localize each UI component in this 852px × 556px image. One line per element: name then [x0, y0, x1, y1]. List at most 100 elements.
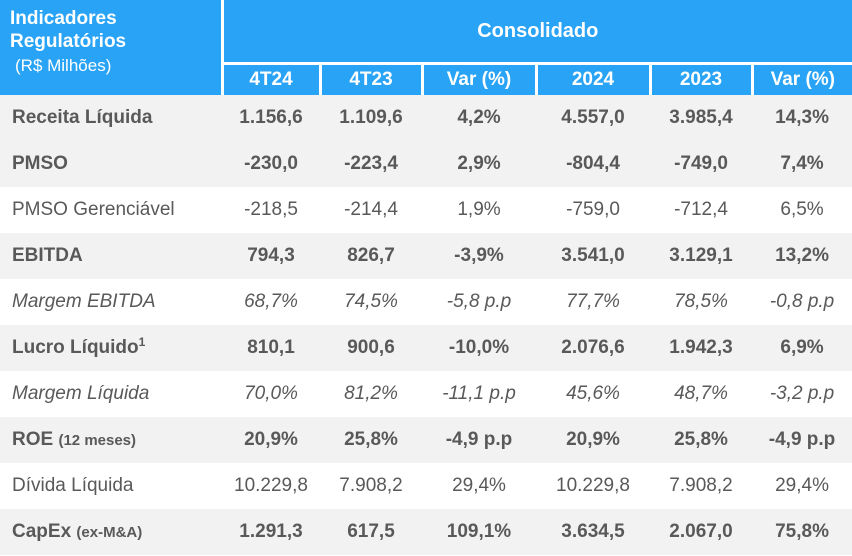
cell-2024: 2.076,6	[536, 325, 650, 371]
cell-var-quarter: 4,2%	[422, 95, 536, 141]
cell-var-year: 75,8%	[752, 509, 852, 555]
cell-var-quarter: -3,9%	[422, 233, 536, 279]
cell-4t24: 1.291,3	[222, 509, 320, 555]
footnote-marker: 1	[138, 335, 146, 349]
cell-4t23: 900,6	[320, 325, 422, 371]
row-divida-liquida: Dívida Líquida 10.229,8 7.908,2 29,4% 10…	[0, 463, 852, 509]
row-label-text: EBITDA	[12, 245, 83, 266]
column-header-var-quarter: Var (%)	[420, 63, 536, 95]
row-label-text: Lucro Líquido	[12, 337, 139, 358]
cell-var-quarter: -10,0%	[422, 325, 536, 371]
cell-var-quarter: 109,1%	[422, 509, 536, 555]
row-receita-liquida: Receita Líquida 1.156,6 1.109,6 4,2% 4.5…	[0, 95, 852, 141]
cell-4t23: 25,8%	[320, 417, 422, 463]
cell-2024: 10.229,8	[556, 475, 630, 496]
cell-var-year: 13,2%	[752, 233, 852, 279]
cell-var-year: 6,5%	[780, 199, 824, 220]
row-lucro-liquido: Lucro Líquido1 810,1 900,6 -10,0% 2.076,…	[0, 325, 852, 371]
cell-2023: 3.129,1	[650, 233, 752, 279]
cell-4t24: -218,5	[244, 199, 298, 220]
row-margem-ebitda: Margem EBITDA 68,7% 74,5% -5,8 p.p 77,7%…	[0, 279, 852, 325]
cell-2023: 3.985,4	[650, 95, 752, 141]
row-label: PMSO	[0, 141, 222, 187]
cell-var-year: 7,4%	[752, 141, 852, 187]
row-label-suffix: (12 meses)	[58, 432, 137, 449]
row-pmso-gerenciavel: PMSO Gerenciável -218,5 -214,4 1,9% -759…	[0, 187, 852, 233]
cell-4t24: 1.156,6	[222, 95, 320, 141]
cell-2024: -804,4	[536, 141, 650, 187]
cell-2023: 1.942,3	[650, 325, 752, 371]
cell-4t23: -214,4	[344, 199, 398, 220]
row-label: Dívida Líquida	[0, 463, 222, 509]
cell-4t24: -230,0	[222, 141, 320, 187]
table-title-line-1: Indicadores	[10, 8, 117, 29]
column-header-4t24: 4T24	[222, 63, 320, 95]
row-label: Lucro Líquido1	[0, 325, 222, 371]
cell-2024: 77,7%	[566, 291, 620, 312]
row-label: PMSO Gerenciável	[0, 187, 222, 233]
cell-2023: 25,8%	[650, 417, 752, 463]
cell-4t23: -223,4	[320, 141, 422, 187]
row-label: ROE (12 meses)	[0, 417, 222, 463]
row-label-text: PMSO Gerenciável	[12, 199, 175, 220]
cell-4t24: 20,9%	[222, 417, 320, 463]
cell-4t23: 826,7	[320, 233, 422, 279]
row-label: CapEx (ex-M&A)	[0, 509, 222, 555]
group-header-consolidado: Consolidado	[222, 0, 852, 65]
column-header-2024: 2024	[534, 63, 650, 95]
table-unit-label: (R$ Milhões)	[15, 56, 112, 75]
cell-4t23: 74,5%	[344, 291, 398, 312]
cell-4t24: 68,7%	[244, 291, 298, 312]
cell-var-year: -0,8 p.p	[769, 291, 835, 312]
row-label: Margem Líquida	[0, 371, 222, 417]
table-title-line-2: Regulatórios	[10, 31, 127, 52]
row-label: Receita Líquida	[0, 95, 222, 141]
cell-4t23: 81,2%	[344, 383, 398, 404]
cell-2024: 45,6%	[566, 383, 620, 404]
row-label: EBITDA	[0, 233, 222, 279]
column-header-2023: 2023	[648, 63, 752, 95]
row-label-text: PMSO	[12, 153, 68, 174]
cell-2024: 3.541,0	[536, 233, 650, 279]
row-label: Margem EBITDA	[0, 279, 222, 325]
cell-4t24: 794,3	[222, 233, 320, 279]
cell-2024: 3.634,5	[536, 509, 650, 555]
cell-var-quarter: -5,8 p.p	[446, 291, 512, 312]
cell-var-year: -4,9 p.p	[752, 417, 852, 463]
row-label-suffix: (ex-M&A)	[76, 524, 143, 541]
cell-4t23: 617,5	[320, 509, 422, 555]
cell-var-year: 6,9%	[752, 325, 852, 371]
row-label-text: Dívida Líquida	[12, 475, 134, 496]
row-label-text: CapEx	[12, 521, 72, 542]
column-header-4t23: 4T23	[318, 63, 422, 95]
cell-2023: 7.908,2	[669, 475, 733, 496]
cell-var-quarter: 1,9%	[457, 199, 501, 220]
cell-var-quarter: 29,4%	[452, 475, 506, 496]
cell-4t24: 810,1	[222, 325, 320, 371]
cell-4t24: 10.229,8	[234, 475, 308, 496]
row-label-text: Receita Líquida	[12, 107, 153, 128]
table-title-cell: Indicadores Regulatórios (R$ Milhões)	[0, 0, 224, 95]
row-label-text: Margem Líquida	[12, 383, 150, 404]
cell-var-year: -3,2 p.p	[769, 383, 835, 404]
row-label-text: ROE	[12, 429, 54, 450]
cell-2024: 4.557,0	[536, 95, 650, 141]
cell-2023: 78,5%	[674, 291, 728, 312]
cell-2023: -712,4	[674, 199, 728, 220]
cell-2023: 48,7%	[674, 383, 728, 404]
column-header-var-year: Var (%)	[750, 63, 852, 95]
row-roe: ROE (12 meses) 20,9% 25,8% -4,9 p.p 20,9…	[0, 417, 852, 463]
cell-var-year: 14,3%	[752, 95, 852, 141]
cell-4t23: 7.908,2	[339, 475, 403, 496]
row-ebitda: EBITDA 794,3 826,7 -3,9% 3.541,0 3.129,1…	[0, 233, 852, 279]
cell-2023: 2.067,0	[650, 509, 752, 555]
cell-2023: -749,0	[650, 141, 752, 187]
cell-2024: 20,9%	[536, 417, 650, 463]
row-label-text: Margem EBITDA	[12, 291, 156, 312]
cell-var-quarter: -4,9 p.p	[422, 417, 536, 463]
cell-var-year: 29,4%	[775, 475, 829, 496]
row-capex: CapEx (ex-M&A) 1.291,3 617,5 109,1% 3.63…	[0, 509, 852, 555]
row-margem-liquida: Margem Líquida 70,0% 81,2% -11,1 p.p 45,…	[0, 371, 852, 417]
